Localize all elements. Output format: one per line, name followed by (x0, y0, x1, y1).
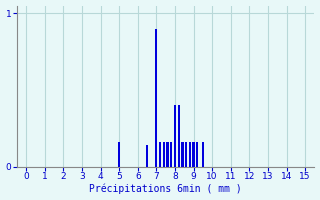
Bar (178, 105, 180, 167)
Bar (196, 142, 198, 167)
Bar (189, 142, 191, 167)
Bar (155, 29, 157, 167)
Bar (181, 142, 183, 167)
Bar (192, 142, 195, 167)
Bar (174, 105, 176, 167)
Bar (185, 142, 187, 167)
Bar (166, 142, 169, 167)
X-axis label: Précipitations 6min ( mm ): Précipitations 6min ( mm ) (89, 184, 242, 194)
Bar (159, 142, 161, 167)
Bar (170, 142, 172, 167)
Bar (118, 142, 120, 167)
Bar (163, 142, 165, 167)
Bar (202, 142, 204, 167)
Bar (146, 145, 148, 167)
